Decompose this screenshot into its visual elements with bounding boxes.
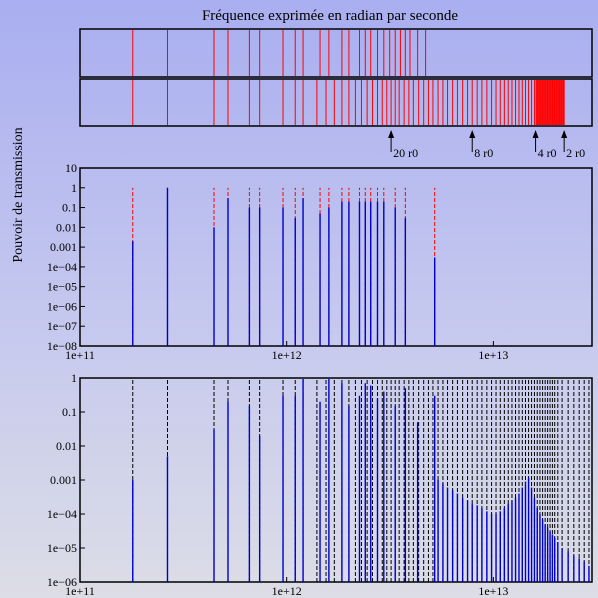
- spectrum-lower-frame: [79, 78, 593, 127]
- spectrum-upper-frame: [79, 28, 593, 78]
- transmission-upper-ytick-label: 1e−08: [47, 339, 77, 353]
- transmission-lower-ytick-label: 1: [71, 371, 77, 385]
- transmission-upper-ytick-label: 1e−07: [47, 319, 77, 333]
- y-axis-label: Pouvoir de transmission: [11, 127, 26, 262]
- transmission-upper-ytick-label: 0.01: [56, 220, 77, 234]
- transmission-lower-ytick-label: 1e−04: [47, 507, 77, 521]
- transmission-lower-xtick-label: 1e+11: [65, 584, 95, 598]
- transmission-upper-xtick-label: 1e+13: [478, 348, 508, 362]
- transmission-upper-ytick-label: 1e−04: [47, 260, 77, 274]
- transmission-upper-ytick-label: 10: [65, 161, 77, 175]
- transmission-lower-ytick-label: 0.1: [62, 405, 77, 419]
- marker-arrowhead: [532, 130, 539, 138]
- transmission-upper-ytick-label: 0.001: [50, 240, 77, 254]
- radius-markers: 20 r0 8 r0 4 r0 2 r0: [388, 130, 585, 160]
- transmission-lower-ytick-label: 0.01: [56, 439, 77, 453]
- figure-title: Fréquence exprimée en radian par seconde: [202, 8, 458, 24]
- transmission-upper-xtick-label: 1e+12: [272, 348, 302, 362]
- transmission-upper-ytick-label: 0.1: [62, 201, 77, 215]
- transmission-upper-panel: 1e−08 1e−07 1e−06 1e−05 1e−04 0.001 0.01 0.1 1 10…: [47, 161, 593, 362]
- transmission-upper-xtick-label: 1e+11: [65, 348, 95, 362]
- transmission-lower-xtick-label: 1e+12: [272, 584, 302, 598]
- marker-label: 20 r0: [393, 146, 418, 160]
- transmission-lower-ytick-label: 0.001: [50, 473, 77, 487]
- transmission-lower-ytick-label: 1e−05: [47, 541, 77, 555]
- transmission-lower-ytick-label: 1e−06: [47, 575, 77, 589]
- marker-label: 8 r0: [474, 146, 493, 160]
- transmission-upper-ytick-label: 1e−06: [47, 299, 77, 313]
- marker-arrowhead: [561, 130, 568, 138]
- transmission-lower-xtick-label: 1e+13: [478, 584, 508, 598]
- transmission-upper-ytick-label: 1e−05: [47, 280, 77, 294]
- spectrum-lower-panel: [79, 78, 593, 127]
- transmission-upper-frame: [79, 167, 593, 347]
- transmission-lower-panel: 1e−06 1e−05 1e−04 0.001 0.01 0.1 1 1e+11 1e+12 1e…: [47, 371, 593, 598]
- transmission-upper-ytick-label: 1: [71, 181, 77, 195]
- marker-arrowhead: [388, 130, 395, 138]
- marker-arrowhead: [469, 130, 476, 138]
- marker-label: 4 r0: [538, 146, 557, 160]
- marker-label: 2 r0: [566, 146, 585, 160]
- spectrum-upper-panel: [79, 28, 593, 78]
